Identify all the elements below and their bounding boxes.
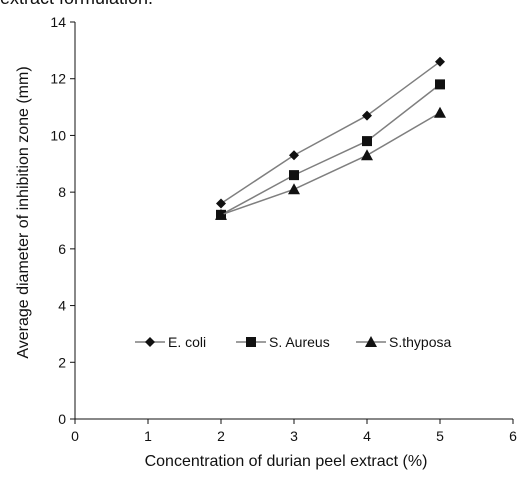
series-line [220,61,441,205]
x-tick-label: 3 [290,428,298,444]
x-tick-label: 4 [363,428,371,444]
legend-marker [145,337,155,347]
x-tick-label: 0 [71,428,79,444]
legend-marker [365,336,377,347]
x-tick-label: 6 [509,428,517,444]
series-line [220,83,441,216]
y-tick-label: 6 [58,241,66,257]
data-point [215,208,227,220]
series-line [220,112,441,216]
y-tick-label: 12 [50,71,66,87]
legend-label: S. Aureus [269,334,330,350]
y-tick-label: 14 [50,14,66,30]
series-s-aureus [216,79,445,220]
top-text-snippet: extract formulation. [0,0,153,9]
legend-item: S. Aureus [236,334,330,350]
legend-item: E. coli [135,334,206,350]
x-tick-label: 2 [217,428,225,444]
legend-label: S.thyposa [389,334,451,350]
x-tick-label: 5 [436,428,444,444]
x-axis-title: Concentration of durian peel extract (%) [145,453,428,470]
data-point [289,170,299,181]
data-point [289,150,299,161]
data-point [435,56,445,67]
legend-label: E. coli [168,334,206,350]
x-tick-label: 1 [144,428,152,444]
y-tick-label: 4 [58,298,66,314]
legend-marker [246,337,256,347]
legend-item: S.thyposa [356,334,451,350]
data-point [362,136,372,147]
y-tick-label: 2 [58,354,66,370]
data-point [435,79,445,90]
y-tick-label: 0 [58,411,66,427]
data-point [288,183,300,195]
series-layer [215,56,446,220]
y-tick-label: 10 [50,127,66,143]
data-point [362,110,372,121]
y-axis-title: Average diameter of inhibition zone (mm) [15,66,32,358]
chart-legend: E. coli S. Aureus S.thyposa [135,334,451,350]
y-tick-label: 8 [58,184,66,200]
series-e-coli [216,56,445,209]
data-point [434,106,446,118]
data-point [216,198,226,209]
series-s-thyposa [215,106,446,220]
data-point [361,149,373,161]
